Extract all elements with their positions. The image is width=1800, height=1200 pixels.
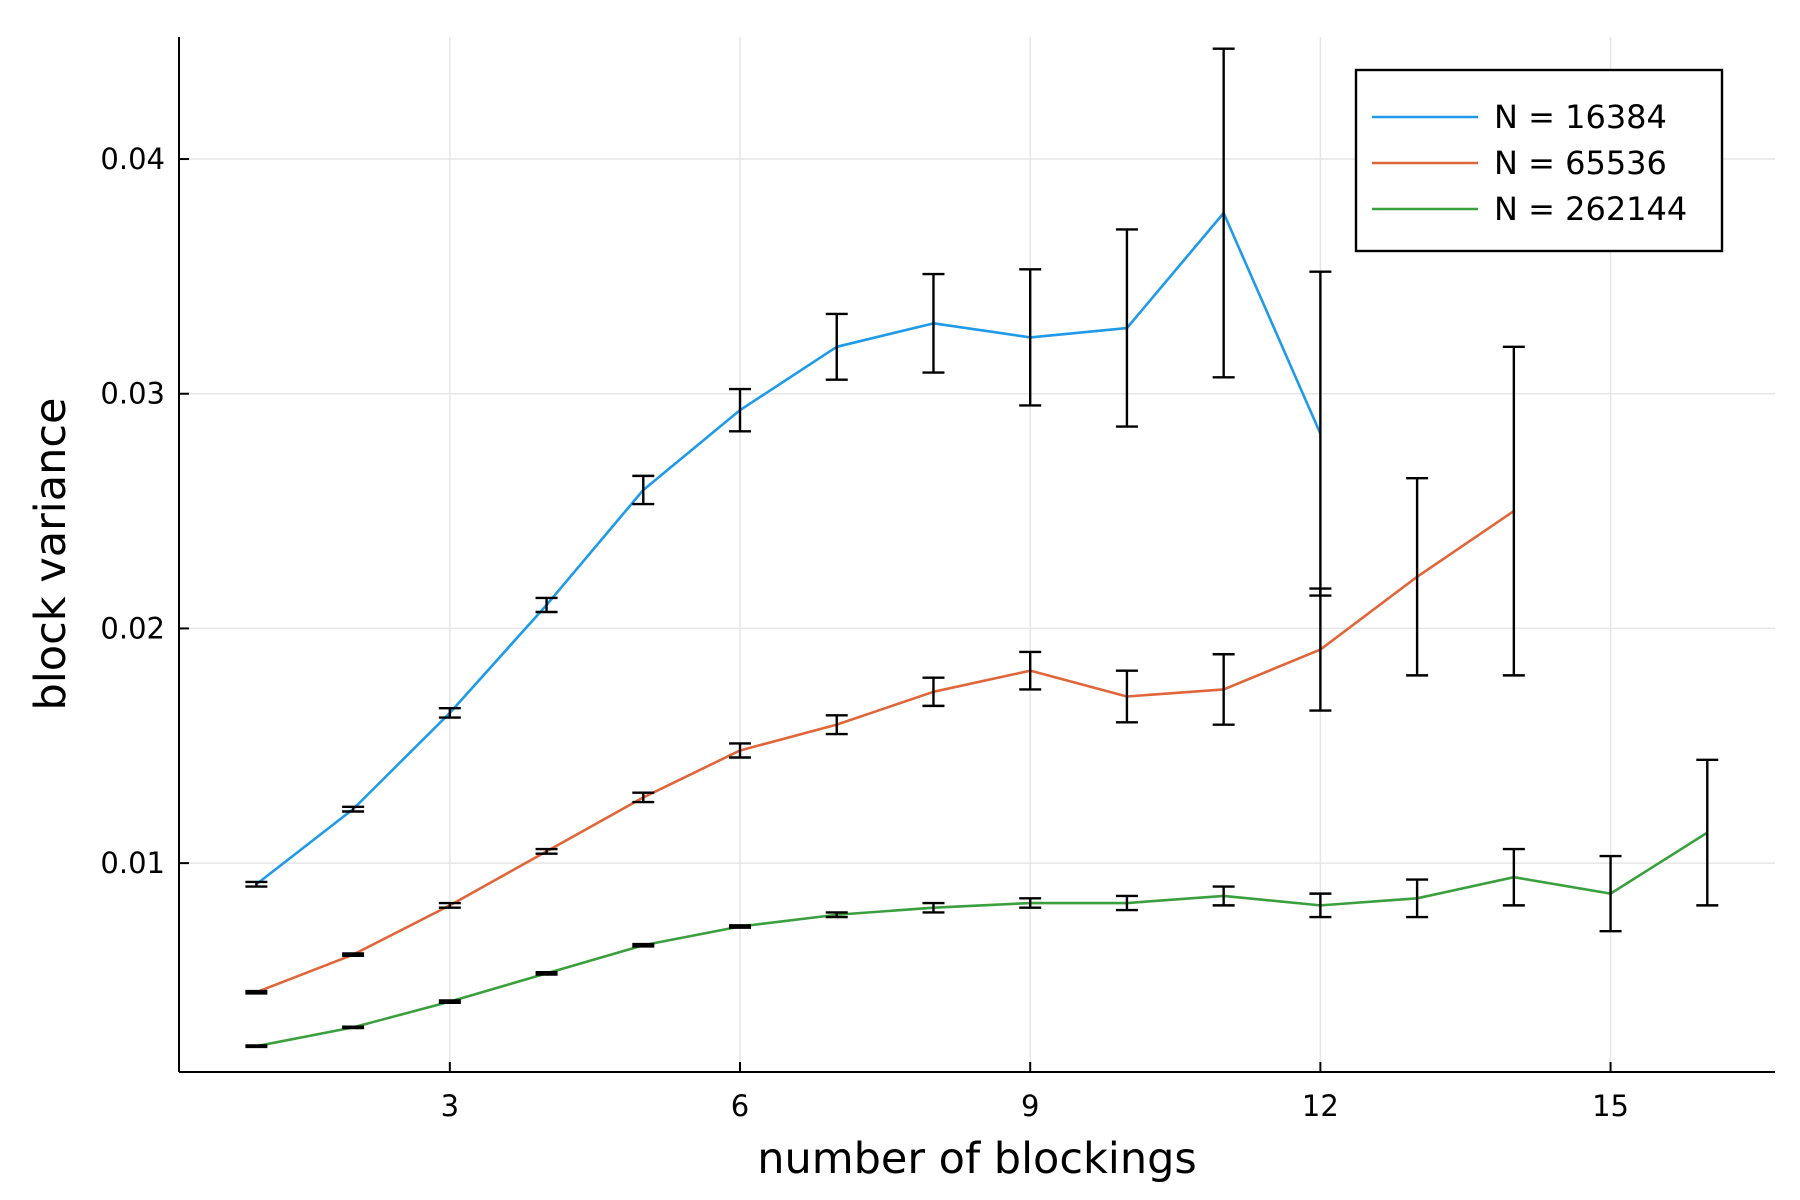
error-bar [1212,47,1235,379]
error-bar [245,880,268,888]
y-tick-label: 0.03 [100,377,165,411]
error-bar [632,474,655,506]
error-bar [1115,669,1138,724]
error-bar [729,387,752,433]
error-bar [1115,228,1138,428]
error-bar [1212,885,1235,907]
y-axis-label: block variance [26,398,76,711]
error-bar [729,742,752,759]
error-bar [632,942,655,948]
x-tick-label: 3 [441,1089,459,1123]
error-bar [825,911,848,919]
error-bar [342,805,365,813]
series-line-2 [255,510,1515,994]
error-bar [438,999,461,1004]
error-bars [245,47,1719,1049]
legend-items: N = 16384 N = 65536 N = 262144 [1372,98,1687,228]
error-bar [1309,270,1332,597]
legend-label: N = 65536 [1494,144,1667,182]
x-axis-label: number of blockings [757,1134,1197,1184]
error-bar [825,714,848,736]
error-bar [1115,894,1138,912]
y-tick-label: 0.04 [100,142,165,176]
x-tick-label: 12 [1302,1089,1339,1123]
legend: N = 16384 N = 65536 N = 262144 [1354,68,1724,253]
error-bar [535,596,558,614]
series-line-1 [255,211,1322,886]
error-bar [825,312,848,381]
error-bar [438,901,461,909]
legend-box [1354,68,1724,253]
error-bar [632,791,655,804]
error-bar [1309,892,1332,919]
error-bar [535,847,558,855]
error-bar [1502,345,1525,677]
error-bar [1599,854,1622,933]
error-bar [1502,847,1525,907]
error-bar [1406,477,1429,677]
y-tick-label: 0.02 [100,611,165,645]
error-bar [342,1025,365,1030]
error-bar [1696,758,1719,907]
error-bar [535,971,558,976]
error-bar [438,707,461,719]
axes [178,37,1775,1073]
x-tick-label: 15 [1592,1089,1629,1123]
x-tick-label: 9 [1021,1089,1039,1123]
series-line-3 [256,831,1708,1048]
error-bar [1019,897,1042,909]
y-tick-label: 0.01 [100,846,165,880]
error-bar [922,676,945,708]
error-bar [245,989,268,995]
error-bar [1019,650,1042,691]
tick-labels: 3 6 9 12 15 0.01 0.02 0.03 0.04 [100,142,1629,1123]
error-bar [922,272,945,374]
legend-label: N = 262144 [1494,190,1687,228]
x-tick-label: 6 [731,1089,749,1123]
error-bar [729,924,752,929]
error-bar [342,952,365,958]
error-bar [1406,878,1429,919]
legend-label: N = 16384 [1494,98,1667,136]
series-lines [255,211,1708,1048]
error-bar [1309,587,1332,712]
error-bar [1019,268,1042,407]
error-bar [1212,653,1235,726]
error-bar [922,901,945,914]
error-bar [245,1044,268,1049]
